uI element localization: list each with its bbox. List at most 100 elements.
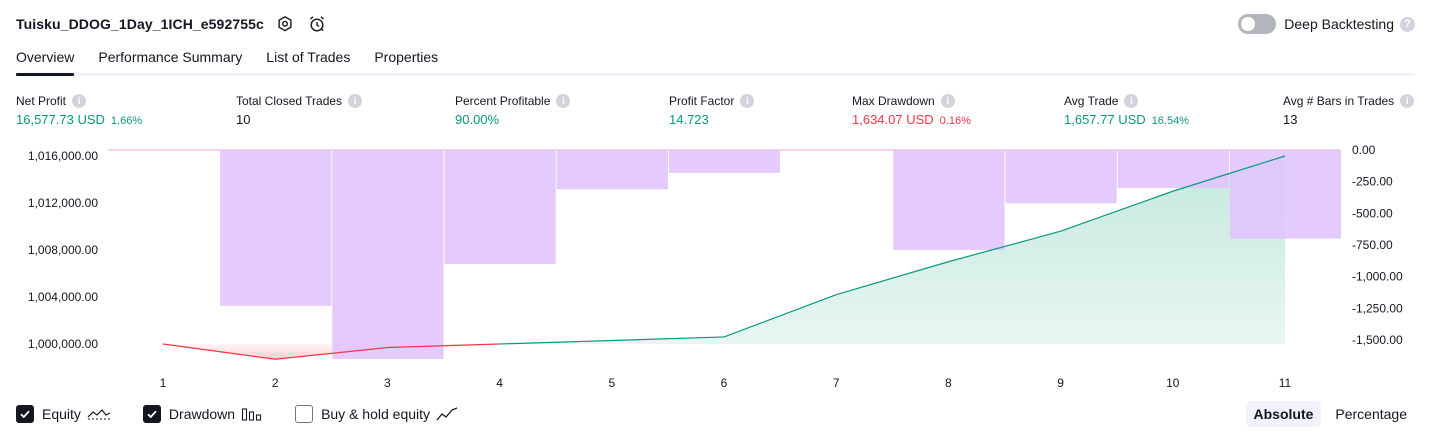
equity-line-segment bbox=[948, 230, 1061, 263]
metric-profit-factor: Profit Factor i 14.723 bbox=[669, 92, 755, 130]
left-axis-tick-label: 1,008,000.00 bbox=[28, 243, 98, 257]
percentage-button[interactable]: Percentage bbox=[1335, 406, 1407, 422]
equity-line-segment bbox=[611, 336, 725, 342]
metric-label: Max Drawdown bbox=[852, 94, 935, 108]
equity-area bbox=[499, 156, 1286, 344]
absolute-button[interactable]: Absolute bbox=[1245, 401, 1322, 427]
metric-percent: 1.66% bbox=[110, 115, 143, 127]
x-axis-tick-label: 5 bbox=[608, 376, 615, 390]
right-axis-tick-label: -1,500.00 bbox=[1352, 333, 1403, 347]
buy-hold-line-icon bbox=[436, 406, 458, 422]
info-icon[interactable]: i bbox=[556, 94, 571, 108]
legend-drawdown[interactable]: Drawdown bbox=[142, 405, 263, 423]
x-axis-tick-label: 1 bbox=[160, 376, 167, 390]
buy-hold-checkbox[interactable] bbox=[295, 405, 314, 423]
info-icon[interactable]: i bbox=[1400, 94, 1415, 108]
metric-label: Profit Factor bbox=[669, 94, 735, 108]
info-icon[interactable]: i bbox=[1124, 94, 1139, 108]
info-icon[interactable]: i bbox=[72, 94, 87, 108]
metric-label: Total Closed Trades bbox=[236, 94, 343, 108]
metric-label: Avg Trade bbox=[1064, 94, 1119, 108]
metric-avg-bars-in-trades: Avg # Bars in Trades i 13 bbox=[1283, 92, 1415, 130]
drawdown-bar bbox=[1117, 150, 1229, 188]
left-axis-tick-label: 1,012,000.00 bbox=[28, 196, 98, 210]
metric-net-profit: Net Profit i 16,577.73 USD 1.66% bbox=[16, 92, 142, 130]
drawdown-bar bbox=[444, 150, 556, 264]
metric-value: 13 bbox=[1283, 112, 1298, 127]
tab-performance-summary[interactable]: Performance Summary bbox=[98, 49, 243, 65]
left-axis-tick-label: 1,000,000.00 bbox=[28, 337, 98, 351]
legend-label: Equity bbox=[42, 406, 81, 422]
metric-avg-trade: Avg Trade i 1,657.77 USD 16.54% bbox=[1064, 92, 1189, 130]
scale-view-toggle: Absolute Percentage bbox=[1240, 401, 1416, 427]
metric-value: 16,577.73 USD bbox=[16, 112, 105, 127]
drawdown-bars-icon bbox=[241, 406, 263, 422]
drawdown-bar bbox=[220, 150, 332, 306]
equity-line-icon bbox=[87, 406, 111, 422]
x-axis-tick-label: 6 bbox=[721, 376, 728, 390]
x-axis-tick-label: 10 bbox=[1166, 376, 1180, 390]
settings-icon[interactable] bbox=[274, 13, 296, 35]
right-axis-tick-label: -1,250.00 bbox=[1352, 301, 1403, 315]
info-icon[interactable]: i bbox=[348, 94, 363, 108]
x-axis-tick-label: 3 bbox=[384, 376, 391, 390]
strategy-title: Tuisku_DDOG_1Day_1ICH_e592755c bbox=[16, 16, 264, 32]
equity-line-segment bbox=[723, 294, 837, 338]
tab-properties[interactable]: Properties bbox=[374, 49, 439, 65]
metric-label: Percent Profitable bbox=[455, 94, 551, 108]
equity-line-segment bbox=[1172, 155, 1286, 192]
drawdown-bar bbox=[1229, 150, 1342, 239]
drawdown-bar bbox=[893, 150, 1005, 251]
drawdown-bar bbox=[556, 150, 668, 190]
drawdown-bar bbox=[332, 150, 444, 359]
metric-value: 10 bbox=[236, 112, 251, 127]
info-icon[interactable]: i bbox=[740, 94, 755, 108]
metric-total-closed-trades: Total Closed Trades i 10 bbox=[236, 92, 363, 130]
metric-percent: 0.16% bbox=[939, 115, 971, 127]
metric-label: Avg # Bars in Trades bbox=[1283, 94, 1395, 108]
equity-line-segment bbox=[836, 261, 949, 296]
right-axis-tick-label: -1,000.00 bbox=[1352, 270, 1403, 284]
x-axis-tick-label: 11 bbox=[1279, 376, 1292, 390]
right-axis-tick-label: 0.00 bbox=[1352, 143, 1376, 157]
alarm-clock-icon[interactable] bbox=[306, 13, 328, 35]
x-axis-tick-label: 8 bbox=[945, 376, 952, 390]
report-header: Tuisku_DDOG_1Day_1ICH_e592755c bbox=[16, 12, 328, 36]
legend-equity[interactable]: Equity bbox=[16, 405, 111, 423]
tab-list-of-trades[interactable]: List of Trades bbox=[266, 49, 351, 65]
x-axis-tick-label: 9 bbox=[1057, 376, 1064, 390]
tab-overview[interactable]: Overview bbox=[16, 44, 75, 76]
equity-negative-area bbox=[163, 344, 500, 360]
x-axis-tick-label: 2 bbox=[272, 376, 279, 390]
legend-buy-hold-equity[interactable]: Buy & hold equity bbox=[295, 405, 458, 423]
right-axis-tick-label: -750.00 bbox=[1352, 238, 1393, 252]
left-axis-tick-label: 1,004,000.00 bbox=[28, 290, 98, 304]
right-axis-tick-label: -500.00 bbox=[1352, 206, 1393, 220]
metric-value: 1,634.07 USD bbox=[852, 112, 934, 127]
equity-line-segment bbox=[162, 343, 276, 360]
metric-percent-profitable: Percent Profitable i 90.00% bbox=[455, 92, 571, 130]
metric-value: 14.723 bbox=[669, 112, 709, 127]
metric-label: Net Profit bbox=[16, 94, 67, 108]
metric-value: 1,657.77 USD bbox=[1064, 112, 1146, 127]
chart-legend: Equity Drawdown Buy & hold equity bbox=[16, 403, 490, 425]
right-axis-tick-label: -250.00 bbox=[1352, 175, 1393, 189]
equity-drawdown-chart[interactable]: 1,016,000.00 1,012,000.00 1,008,000.00 1,00… bbox=[0, 140, 1431, 396]
equity-checkbox[interactable] bbox=[16, 405, 34, 423]
report-tabs: Overview Performance Summary List of Tra… bbox=[16, 44, 1415, 76]
legend-label: Buy & hold equity bbox=[321, 406, 431, 422]
equity-line-segment bbox=[387, 343, 500, 349]
equity-line-segment bbox=[275, 346, 388, 360]
x-axis-tick-label: 7 bbox=[833, 376, 840, 390]
help-icon[interactable]: ? bbox=[1400, 16, 1415, 32]
info-icon[interactable]: i bbox=[940, 94, 955, 108]
deep-backtesting-toggle[interactable] bbox=[1238, 14, 1277, 34]
x-axis-tick-label: 4 bbox=[496, 376, 503, 390]
equity-line-segment bbox=[1060, 190, 1174, 232]
metric-max-drawdown: Max Drawdown i 1,634.07 USD 0.16% bbox=[852, 92, 971, 130]
deep-backtesting-control: Deep Backtesting ? bbox=[1238, 13, 1415, 35]
left-axis-tick-label: 1,016,000.00 bbox=[28, 149, 98, 163]
drawdown-checkbox[interactable] bbox=[142, 405, 161, 423]
equity-line-segment bbox=[499, 339, 612, 345]
drawdown-bar bbox=[668, 150, 781, 173]
